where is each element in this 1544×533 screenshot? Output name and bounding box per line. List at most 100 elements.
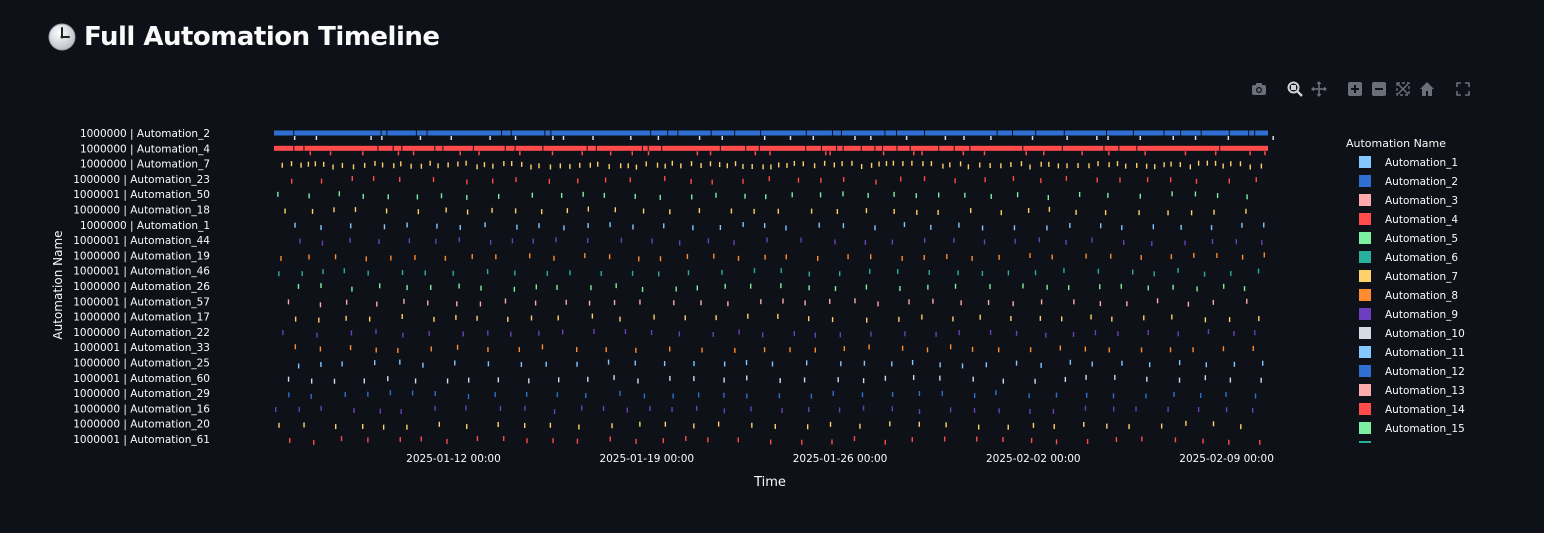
timeline-run[interactable] — [434, 405, 436, 411]
timeline-run[interactable] — [530, 164, 532, 170]
timeline-run[interactable] — [971, 346, 974, 352]
timeline-run[interactable] — [1117, 331, 1119, 337]
timeline-run[interactable] — [450, 136, 453, 140]
timeline-run[interactable] — [834, 286, 837, 292]
timeline-run[interactable] — [466, 424, 468, 430]
timeline-run[interactable] — [587, 206, 590, 212]
timeline-run[interactable] — [653, 314, 655, 320]
timeline-run[interactable] — [548, 178, 551, 184]
legend-entry[interactable]: Automation_5 — [1385, 233, 1458, 245]
timeline-run[interactable] — [869, 254, 872, 260]
timeline-run[interactable] — [935, 331, 937, 337]
timeline-run[interactable] — [414, 254, 416, 260]
timeline-run[interactable] — [713, 253, 715, 259]
timeline-run[interactable] — [949, 407, 952, 413]
timeline-run[interactable] — [486, 269, 489, 275]
timeline-run[interactable] — [411, 390, 414, 396]
timeline-run[interactable] — [587, 237, 589, 243]
timeline-run[interactable] — [335, 424, 337, 430]
timeline-run[interactable] — [981, 225, 984, 231]
timeline-run[interactable] — [1251, 407, 1254, 413]
legend-swatch[interactable] — [1359, 175, 1371, 187]
timeline-run[interactable] — [635, 438, 637, 444]
timeline-run[interactable] — [901, 345, 904, 351]
timeline-run[interactable] — [1170, 161, 1172, 167]
timeline-run[interactable] — [278, 422, 280, 428]
timeline-run[interactable] — [320, 178, 323, 184]
timeline-run[interactable] — [1106, 423, 1108, 429]
timeline-run[interactable] — [942, 163, 944, 169]
timeline-run[interactable] — [989, 163, 991, 169]
timeline-run[interactable] — [403, 298, 405, 304]
timeline-run[interactable] — [945, 422, 947, 428]
timeline-run[interactable] — [333, 207, 335, 213]
timeline-run[interactable] — [294, 222, 296, 228]
timeline-run[interactable] — [854, 298, 856, 304]
timeline-run[interactable] — [990, 193, 992, 199]
reset-axes-icon[interactable] — [1418, 80, 1436, 98]
timeline-run[interactable] — [569, 163, 571, 169]
timeline-run[interactable] — [1228, 178, 1230, 184]
timeline-run[interactable] — [287, 376, 290, 382]
timeline-run[interactable] — [507, 316, 509, 322]
timeline-run[interactable] — [417, 209, 420, 215]
timeline-run[interactable] — [1143, 315, 1145, 321]
timeline-run[interactable] — [1174, 437, 1177, 443]
timeline-run[interactable] — [556, 392, 559, 398]
timeline-run[interactable] — [322, 269, 324, 275]
timeline-run[interactable] — [963, 136, 965, 140]
timeline-run[interactable] — [363, 162, 366, 168]
timeline-run[interactable] — [922, 161, 924, 167]
timeline-run[interactable] — [1015, 360, 1018, 366]
timeline-run[interactable] — [896, 269, 899, 275]
timeline-run[interactable] — [1012, 301, 1014, 307]
timeline-run[interactable] — [589, 162, 592, 168]
timeline-run[interactable] — [631, 270, 634, 276]
timeline-run[interactable] — [719, 224, 722, 230]
timeline-run[interactable] — [718, 162, 721, 168]
timeline-run[interactable] — [1073, 299, 1075, 305]
timeline-run[interactable] — [943, 436, 946, 442]
timeline-run[interactable] — [1194, 191, 1197, 197]
timeline-run[interactable] — [1046, 284, 1048, 290]
timeline-run[interactable] — [459, 151, 461, 156]
timeline-run[interactable] — [891, 361, 893, 367]
timeline-run[interactable] — [381, 136, 383, 140]
timeline-run[interactable] — [1061, 316, 1063, 322]
timeline-run[interactable] — [1072, 331, 1075, 337]
timeline-run[interactable] — [1022, 283, 1024, 289]
timeline-run[interactable] — [777, 208, 779, 214]
timeline-run[interactable] — [808, 271, 810, 277]
timeline-run[interactable] — [707, 437, 709, 443]
timeline-run[interactable] — [911, 160, 913, 166]
timeline-run[interactable] — [1131, 269, 1134, 275]
pan-icon[interactable] — [1310, 80, 1328, 98]
timeline-run[interactable] — [1178, 377, 1181, 383]
timeline-run[interactable] — [901, 255, 903, 261]
timeline-run[interactable] — [893, 191, 895, 197]
timeline-run[interactable] — [833, 162, 836, 168]
timeline-run[interactable] — [864, 240, 867, 246]
timeline-run[interactable] — [693, 423, 695, 429]
timeline-run[interactable] — [1113, 406, 1115, 412]
timeline-run[interactable] — [1031, 136, 1034, 140]
timeline-run[interactable] — [760, 299, 762, 305]
timeline-run[interactable] — [639, 421, 641, 427]
timeline-run[interactable] — [995, 390, 997, 396]
timeline-run[interactable] — [939, 362, 941, 368]
timeline-run[interactable] — [383, 224, 386, 230]
timeline-run[interactable] — [669, 209, 671, 215]
timeline-run[interactable] — [588, 300, 591, 306]
timeline-run[interactable] — [345, 299, 348, 305]
timeline-run[interactable] — [446, 378, 449, 384]
timeline-run[interactable] — [301, 271, 303, 277]
legend-swatch[interactable] — [1359, 384, 1371, 396]
timeline-run[interactable] — [545, 361, 547, 367]
timeline-run[interactable] — [663, 223, 665, 229]
timeline-run[interactable] — [1240, 424, 1242, 430]
timeline-run[interactable] — [607, 359, 610, 365]
timeline-run[interactable] — [1141, 436, 1143, 442]
timeline-run[interactable] — [416, 194, 419, 200]
timeline-run[interactable] — [385, 208, 388, 214]
timeline-run[interactable] — [590, 285, 592, 291]
